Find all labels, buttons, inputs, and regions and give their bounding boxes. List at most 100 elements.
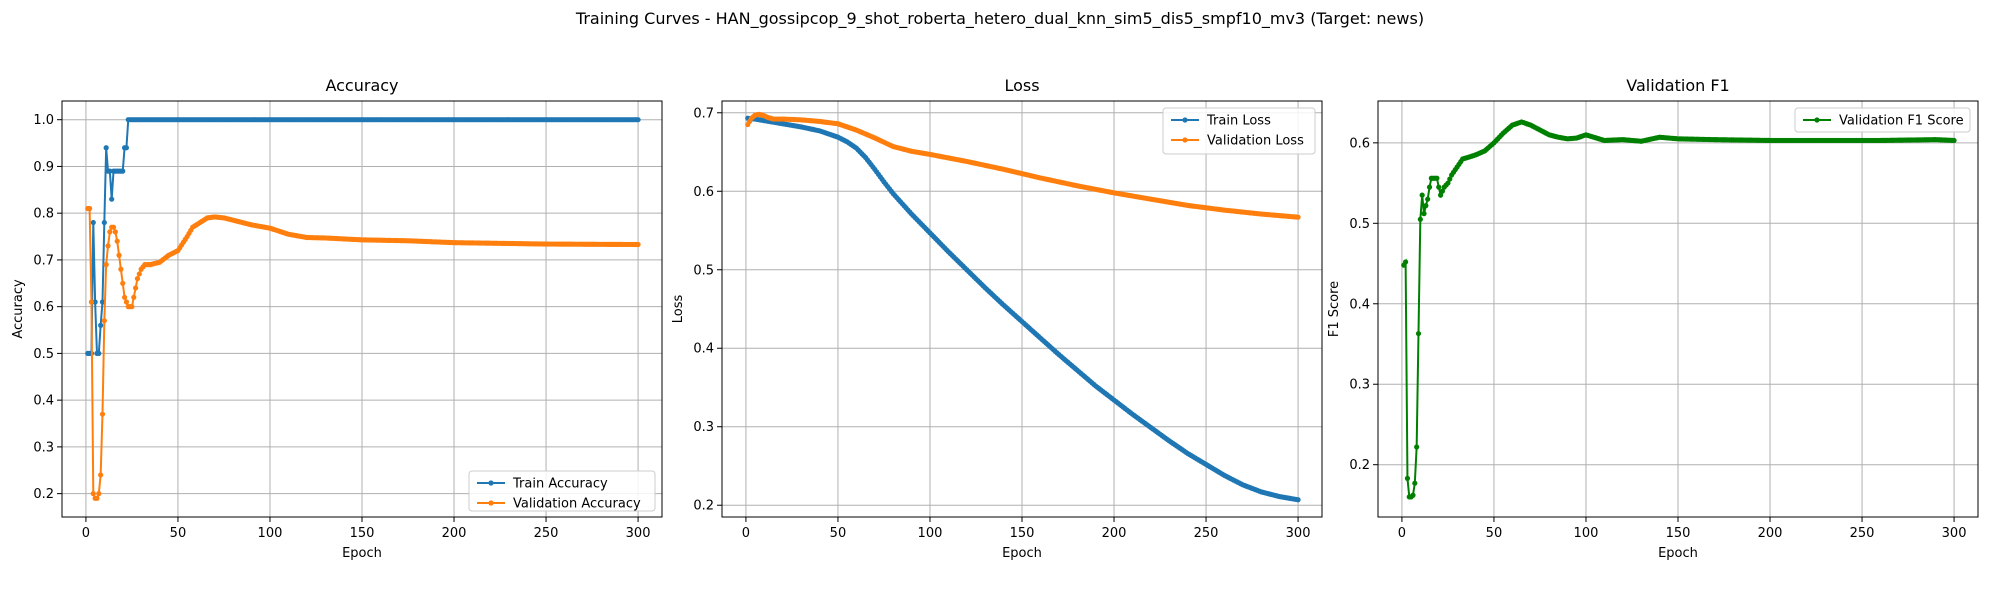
- y-tick-label: 0.3: [693, 420, 714, 435]
- data-point: [99, 411, 106, 417]
- y-tick-label: 0.2: [693, 499, 714, 514]
- series-validation-f1-score: [1401, 119, 1957, 500]
- data-point: [121, 294, 128, 300]
- data-point: [107, 229, 113, 235]
- data-point: [1404, 475, 1411, 481]
- series-train-loss: [745, 115, 1301, 503]
- data-point: [1434, 175, 1440, 181]
- data-point: [635, 241, 641, 248]
- y-tick-label: 0.3: [1349, 378, 1370, 393]
- data-point: [90, 491, 96, 497]
- data-point: [136, 271, 142, 277]
- y-tick-label: 0.8: [33, 207, 54, 222]
- x-tick-label: 200: [1758, 526, 1783, 541]
- chart-1: 0 50 100 150 200 250 300 0.2 0.3 0.4 0.5 0.6 0.7 0.8 0…: [11, 76, 663, 561]
- legend-marker: [488, 500, 494, 506]
- y-tick-label: 0.4: [33, 394, 54, 409]
- data-point: [1410, 492, 1416, 498]
- data-point: [1445, 180, 1451, 186]
- data-point: [120, 280, 126, 286]
- legend-label: Validation Loss: [1207, 134, 1304, 149]
- y-tick-label: 0.9: [33, 160, 54, 175]
- x-tick-label: 0: [1398, 526, 1406, 541]
- legend-frame: [1794, 107, 1971, 133]
- data-point: [92, 299, 98, 305]
- data-point: [110, 224, 117, 230]
- data-point: [103, 145, 109, 151]
- data-point: [109, 196, 115, 202]
- legend-marker: [1814, 117, 1820, 123]
- y-axis-label: F1 Score: [1327, 281, 1342, 337]
- y-tick-label: 0.3: [33, 440, 54, 455]
- x-tick-label: 150: [1010, 526, 1035, 541]
- x-axis-label: Epoch: [1658, 546, 1698, 561]
- legend-marker: [488, 480, 494, 486]
- data-point: [98, 322, 104, 328]
- y-tick-label: 0.5: [33, 347, 54, 362]
- y-tick-label: 0.2: [1349, 458, 1370, 473]
- data-point: [88, 299, 95, 305]
- data-point: [134, 276, 141, 282]
- data-point: [1423, 203, 1429, 209]
- data-point: [1419, 192, 1425, 198]
- data-point: [107, 168, 113, 174]
- x-tick-label: 150: [1666, 526, 1691, 541]
- data-point: [94, 495, 100, 501]
- data-point: [133, 285, 139, 291]
- x-tick-label: 200: [1102, 526, 1127, 541]
- x-tick-label: 100: [918, 526, 943, 541]
- chart-2: 0 50 100 150 200 250 300 0.2 0.3 0.4 0.5 0.6 0.7 Loss…: [671, 76, 1323, 561]
- x-tick-label: 250: [1850, 526, 1875, 541]
- data-point: [120, 168, 126, 174]
- x-axis-label: Epoch: [1002, 546, 1042, 561]
- y-tick-label: 0.2: [33, 487, 54, 502]
- data-point: [96, 491, 102, 497]
- x-tick-label: 250: [1194, 526, 1219, 541]
- x-tick-label: 50: [170, 526, 187, 541]
- data-point: [1447, 176, 1453, 182]
- x-tick-label: 0: [742, 526, 750, 541]
- data-point: [1412, 480, 1418, 486]
- series-validation-accuracy: [85, 205, 641, 501]
- data-point: [129, 304, 135, 310]
- chart-title: Accuracy: [325, 76, 398, 95]
- data-point: [1951, 137, 1957, 144]
- y-tick-label: 0.6: [693, 185, 714, 200]
- data-point: [98, 472, 104, 478]
- data-point: [1295, 497, 1301, 503]
- data-point: [1437, 192, 1444, 198]
- data-point: [1414, 444, 1420, 450]
- chart-title: Validation F1: [1626, 76, 1729, 95]
- data-point: [1421, 211, 1427, 217]
- x-axis-label: Epoch: [342, 546, 382, 561]
- figure-title: Training Curves - HAN_gossipcop_9_shot_r…: [575, 9, 1425, 28]
- series-train-accuracy: [85, 117, 641, 356]
- data-point: [87, 205, 93, 212]
- data-point: [96, 350, 102, 356]
- data-point: [101, 219, 107, 226]
- data-point: [114, 238, 120, 244]
- chart-3: 0 50 100 150 200 250 300 0.2 0.3 0.4 0.5 0.6 Validat…: [1327, 76, 1979, 561]
- y-axis-label: Loss: [671, 295, 686, 324]
- data-point: [116, 252, 122, 258]
- y-axis-label: Accuracy: [11, 279, 26, 339]
- y-tick-label: 0.4: [1349, 297, 1370, 312]
- data-point: [1426, 184, 1433, 190]
- legend-frame: [1162, 107, 1316, 155]
- x-tick-label: 50: [1486, 526, 1503, 541]
- data-point: [103, 262, 109, 268]
- x-tick-label: 100: [1574, 526, 1599, 541]
- data-point: [1417, 216, 1423, 222]
- legend-label: Train Loss: [1206, 114, 1271, 129]
- data-point: [118, 266, 124, 272]
- legend-label: Validation Accuracy: [513, 497, 641, 512]
- series-line: [1402, 120, 1955, 498]
- y-tick-label: 0.7: [33, 253, 54, 268]
- legend-frame: [468, 470, 656, 512]
- data-point: [123, 145, 130, 151]
- data-point: [1415, 330, 1422, 337]
- data-point: [90, 219, 96, 226]
- legend-marker: [1182, 117, 1188, 123]
- x-tick-label: 150: [350, 526, 375, 541]
